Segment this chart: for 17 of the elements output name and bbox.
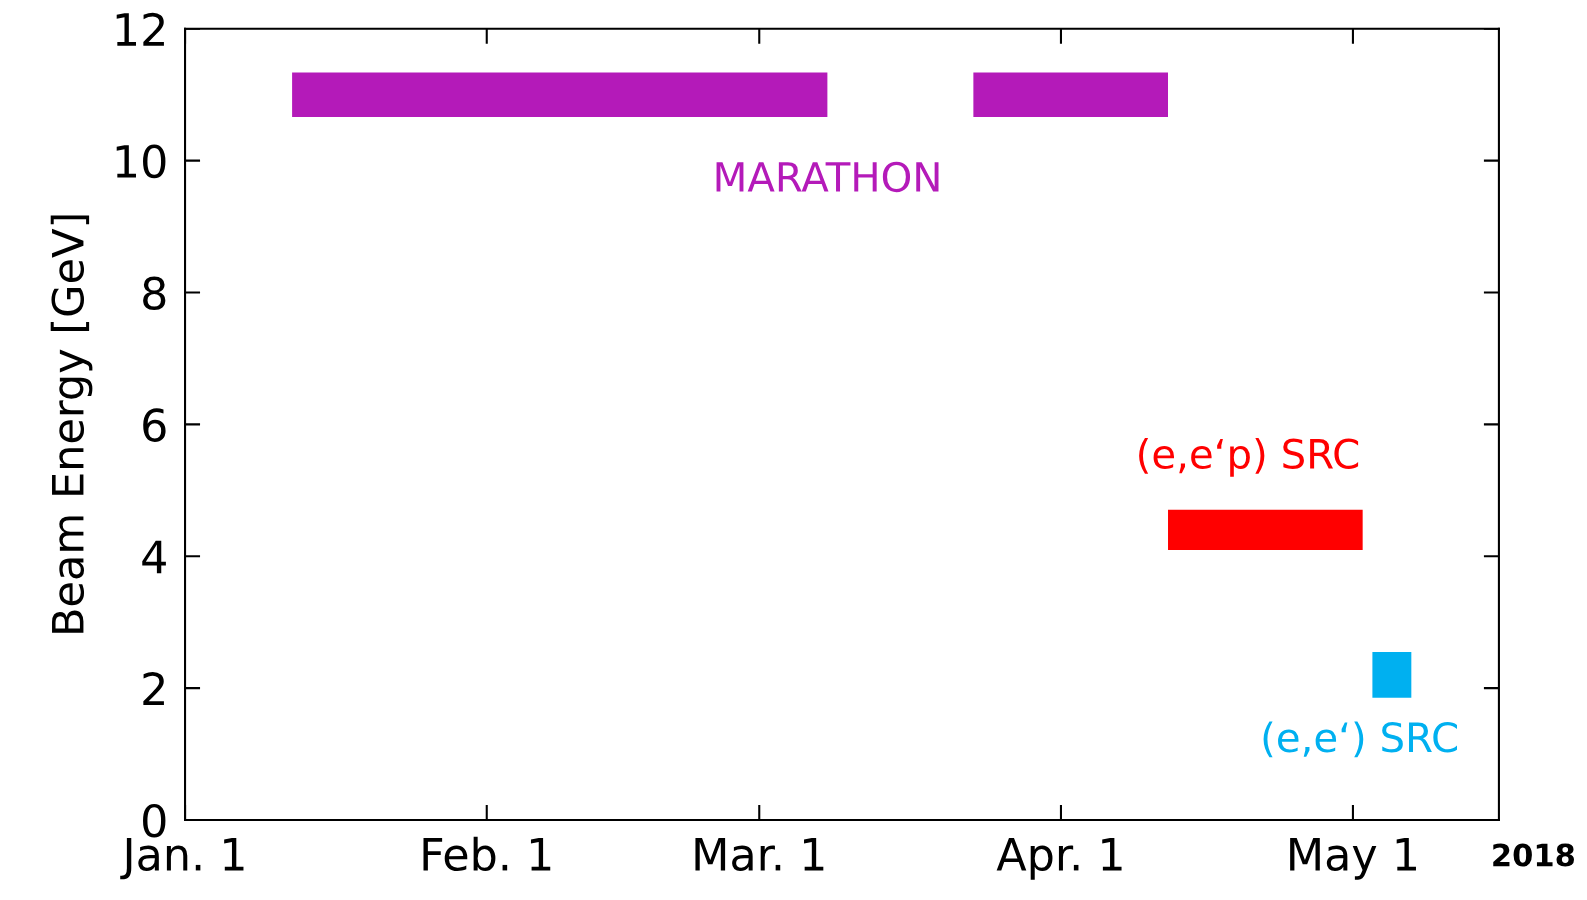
text: 2018 xyxy=(1493,843,1574,867)
y-tick-label: 12 xyxy=(116,12,164,46)
y-tick-label: 6 xyxy=(143,408,166,442)
x-tick-label: May 1 xyxy=(1290,838,1416,880)
series-label: MARATHON xyxy=(716,161,939,193)
y-tick-label: 8 xyxy=(143,276,166,311)
series-label: (e,e‘p) SRC xyxy=(1139,437,1359,477)
x-tick-label: Feb. 1 xyxy=(423,836,551,872)
y-tick-label: 10 xyxy=(116,144,166,179)
y-tick-label: 2 xyxy=(143,672,164,706)
series-label: (e,e‘) SRC xyxy=(1263,721,1457,758)
y-tick-label: 0 xyxy=(143,803,166,838)
x-tick-label: Mar. 1 xyxy=(695,838,824,872)
y-tick-label: 4 xyxy=(142,540,166,574)
y-axis-title: Beam Energy [GeV] xyxy=(50,215,93,633)
x-tick-label: Apr. 1 xyxy=(996,838,1122,880)
x-tick-label: Jan. 1 xyxy=(120,838,244,880)
